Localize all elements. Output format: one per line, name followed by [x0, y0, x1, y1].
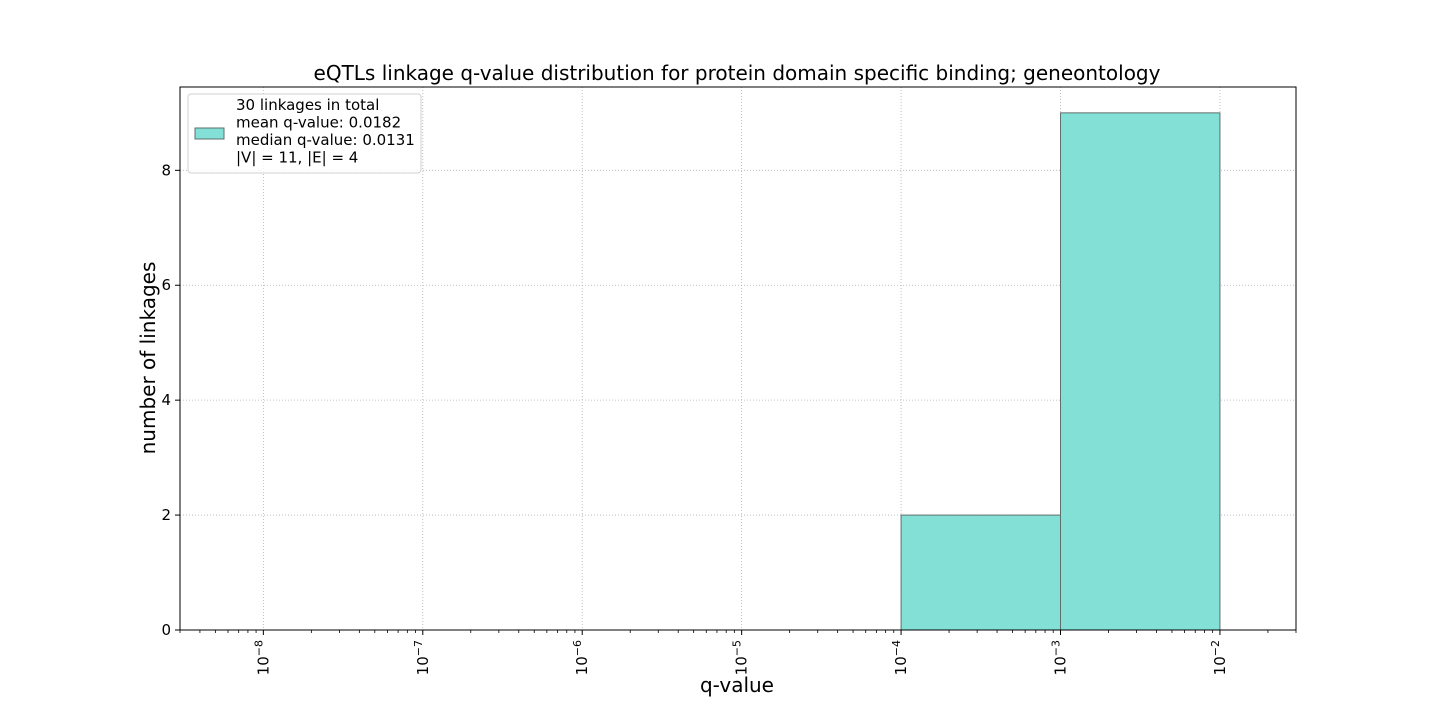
legend-line: mean q-value: 0.0182 [236, 114, 401, 132]
x-tick-label: 10−7 [412, 640, 432, 675]
y-tick-label: 0 [161, 621, 171, 639]
chart-title: eQTLs linkage q-value distribution for p… [314, 61, 1161, 85]
histogram-bars [900, 112, 1221, 631]
x-axis-label: q-value [700, 673, 774, 697]
axes: 0 2 4 6 8 10−8 10−7 10−6 10−5 10−4 10−3 10−2 [161, 86, 1297, 675]
svg-text:10−4: 10−4 [890, 640, 910, 675]
svg-text:10−3: 10−3 [1050, 640, 1070, 675]
svg-text:10−2: 10−2 [1209, 640, 1229, 675]
legend-line: median q-value: 0.0131 [236, 131, 415, 149]
x-tick-label: 10−3 [1050, 640, 1070, 675]
legend-swatch [194, 127, 225, 140]
y-axis-label: number of linkages [136, 262, 160, 455]
svg-text:10−7: 10−7 [412, 640, 432, 675]
x-tick-label: 10−4 [890, 640, 910, 675]
svg-text:10−6: 10−6 [571, 640, 591, 675]
y-tick-label: 8 [161, 161, 171, 179]
y-tick-label: 6 [161, 276, 171, 294]
plot-frame [179, 86, 1297, 631]
x-tick-label: 10−8 [252, 640, 272, 675]
svg-text:10−5: 10−5 [731, 640, 751, 675]
x-tick-label: 10−5 [731, 640, 751, 675]
histogram-bar [1060, 112, 1221, 631]
y-tick-label: 4 [161, 391, 171, 409]
legend-line: |V| = 11, |E| = 4 [236, 149, 358, 167]
x-tick-label: 10−2 [1209, 640, 1229, 675]
x-tick-label: 10−6 [571, 640, 591, 675]
legend-box [187, 93, 422, 174]
legend-line: 30 linkages in total [236, 96, 379, 114]
histogram-bar [900, 514, 1062, 631]
svg-text:10−8: 10−8 [252, 640, 272, 675]
y-tick-label: 2 [161, 506, 171, 524]
